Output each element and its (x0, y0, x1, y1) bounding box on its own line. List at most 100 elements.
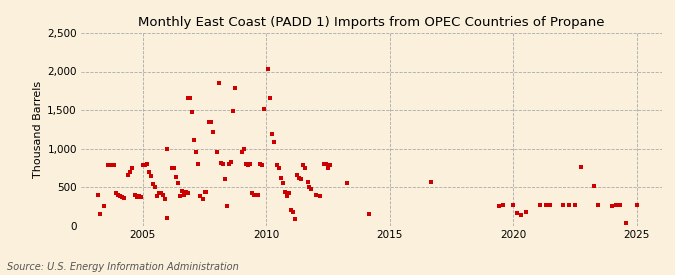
Point (146, 174, 157, 178)
Point (161, 216, 172, 220)
Point (160, 196, 171, 201)
Point (302, 179, 313, 184)
Point (238, 146, 249, 151)
Point (182, 191, 193, 195)
Point (286, 208, 296, 212)
Point (256, 163, 267, 168)
Point (306, 186, 317, 191)
Point (315, 194, 325, 199)
Point (512, 211, 523, 215)
Point (117, 195, 128, 199)
Point (150, 185, 161, 189)
Point (107, 163, 117, 168)
Point (321, 162, 331, 166)
Point (172, 181, 183, 185)
Point (570, 203, 580, 208)
Point (250, 192, 261, 197)
Point (300, 166, 310, 170)
Point (211, 150, 222, 155)
Point (123, 173, 134, 178)
Point (197, 196, 208, 201)
Point (113, 192, 124, 197)
Point (277, 181, 288, 185)
Point (189, 138, 200, 142)
Point (205, 120, 216, 125)
Point (520, 210, 531, 214)
Point (364, 212, 375, 216)
Point (176, 189, 187, 193)
Point (156, 191, 167, 195)
Point (129, 192, 140, 197)
Point (284, 191, 294, 195)
Point (174, 194, 185, 199)
Point (219, 177, 230, 182)
Point (152, 194, 163, 199)
Point (298, 163, 308, 168)
Point (125, 169, 136, 174)
Point (242, 163, 253, 168)
Point (103, 163, 113, 168)
Point (248, 192, 259, 197)
Point (240, 162, 251, 166)
Point (195, 194, 206, 199)
Point (193, 162, 204, 166)
Point (593, 202, 603, 207)
Point (426, 179, 437, 184)
Point (222, 204, 233, 208)
Point (252, 192, 263, 197)
Point (148, 182, 159, 186)
Point (541, 203, 551, 208)
Point (292, 173, 302, 178)
Point (201, 190, 212, 195)
Point (263, 67, 273, 72)
Point (133, 194, 144, 199)
Point (111, 191, 122, 195)
Point (228, 109, 239, 113)
Point (508, 203, 518, 208)
Point (191, 150, 202, 155)
Point (558, 202, 568, 207)
Point (493, 204, 504, 208)
Point (288, 210, 298, 214)
Point (269, 140, 280, 145)
Point (576, 165, 587, 169)
Text: Source: U.S. Energy Information Administration: Source: U.S. Energy Information Administ… (7, 262, 238, 272)
Point (265, 96, 276, 101)
Point (94, 212, 105, 216)
Point (179, 192, 190, 197)
Point (230, 86, 241, 91)
Point (181, 190, 192, 195)
Point (564, 203, 574, 208)
Point (281, 194, 292, 199)
Point (244, 162, 255, 166)
Point (290, 217, 300, 222)
Point (273, 166, 284, 170)
Point (611, 202, 622, 207)
Point (296, 177, 306, 182)
Point (137, 163, 148, 168)
Point (168, 166, 179, 170)
Point (267, 132, 278, 136)
Point (621, 221, 632, 226)
Point (615, 203, 626, 208)
Point (139, 163, 150, 168)
Point (213, 81, 224, 85)
Point (109, 163, 119, 168)
Title: Monthly East Coast (PADD 1) Imports from OPEC Countries of Propane: Monthly East Coast (PADD 1) Imports from… (138, 16, 605, 29)
Point (310, 192, 321, 197)
Point (236, 150, 247, 155)
Point (217, 162, 228, 166)
Point (119, 196, 130, 200)
Point (187, 109, 198, 114)
Point (162, 146, 173, 151)
Point (215, 161, 226, 165)
Point (259, 107, 270, 111)
Point (142, 162, 153, 166)
Y-axis label: Thousand Barrels: Thousand Barrels (33, 81, 43, 178)
Point (631, 202, 642, 207)
Point (166, 166, 177, 170)
Point (294, 175, 304, 180)
Point (304, 185, 315, 189)
Point (92, 192, 103, 197)
Point (224, 162, 235, 166)
